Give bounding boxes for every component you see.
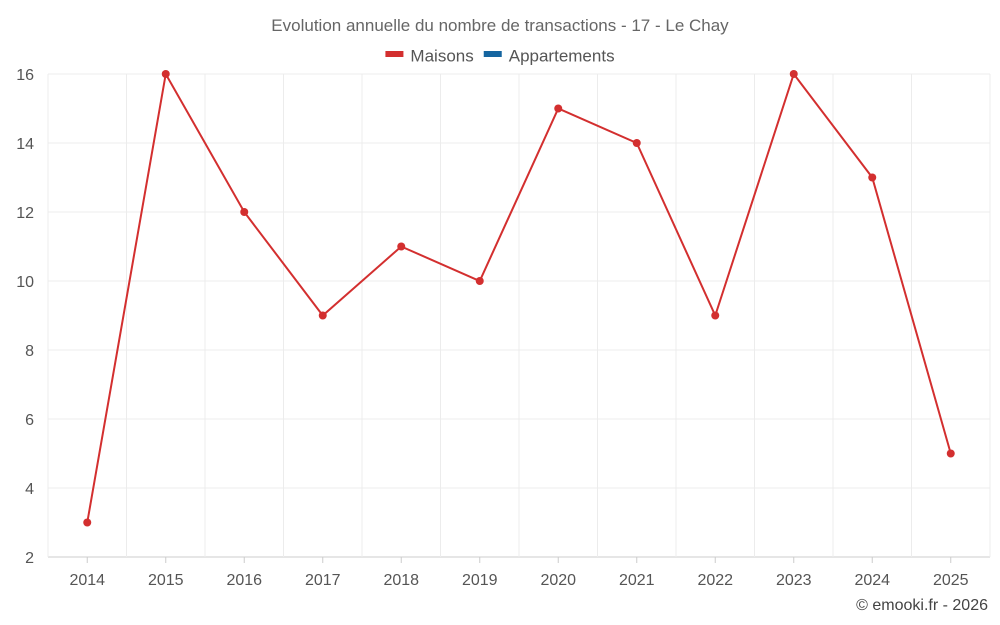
x-axis: 2014 2015 2016 2017 2018 2019 2020 2021 2022 2023… (69, 557, 969, 589)
x-tick-label: 2025 (933, 572, 969, 589)
data-point[interactable] (318, 311, 327, 320)
grid (47, 73, 991, 558)
y-tick-label: 6 (25, 412, 34, 429)
x-tick-label: 2015 (148, 572, 184, 589)
data-point[interactable] (83, 518, 92, 527)
x-tick-label: 2023 (776, 572, 812, 589)
data-point[interactable] (946, 449, 955, 458)
data-point[interactable] (240, 208, 249, 216)
y-tick-label: 12 (16, 205, 34, 222)
y-tick-label: 10 (16, 274, 34, 291)
series-line-maisons (86, 71, 952, 523)
data-point[interactable] (397, 242, 406, 251)
series-group (83, 70, 955, 527)
data-point[interactable] (632, 139, 641, 147)
legend-swatch (483, 51, 502, 57)
legend-label: Appartements (509, 46, 615, 65)
data-point[interactable] (868, 173, 877, 182)
legend-item-maisons[interactable]: Maisons (385, 46, 474, 65)
y-tick-label: 14 (16, 136, 34, 153)
data-point[interactable] (554, 104, 563, 113)
x-tick-label: 2024 (854, 572, 890, 589)
legend: Maisons Appartements (385, 46, 615, 65)
chart-title: Evolution annuelle du nombre de transact… (271, 16, 729, 35)
x-tick-label: 2022 (697, 572, 733, 589)
data-point[interactable] (475, 277, 484, 285)
legend-label: Maisons (410, 46, 473, 65)
x-tick-label: 2018 (383, 572, 419, 589)
x-tick-label: 2014 (69, 572, 105, 589)
y-tick-label: 16 (16, 67, 34, 84)
credit-text: © emooki.fr - 2026 (856, 597, 988, 614)
data-point[interactable] (711, 311, 720, 320)
legend-item-appartements[interactable]: Appartements (483, 46, 615, 65)
x-tick-label: 2019 (462, 572, 498, 589)
x-tick-label: 2021 (619, 572, 655, 589)
x-tick-label: 2016 (226, 572, 262, 589)
y-tick-label: 2 (25, 550, 34, 567)
legend-swatch (385, 51, 404, 57)
y-tick-label: 8 (25, 343, 34, 360)
x-tick-label: 2020 (540, 572, 576, 589)
data-point[interactable] (161, 70, 170, 78)
y-tick-label: 4 (25, 481, 34, 498)
y-axis: 2 4 6 8 10 12 14 16 (16, 67, 34, 567)
x-tick-label: 2017 (305, 572, 341, 589)
data-point[interactable] (789, 70, 798, 78)
